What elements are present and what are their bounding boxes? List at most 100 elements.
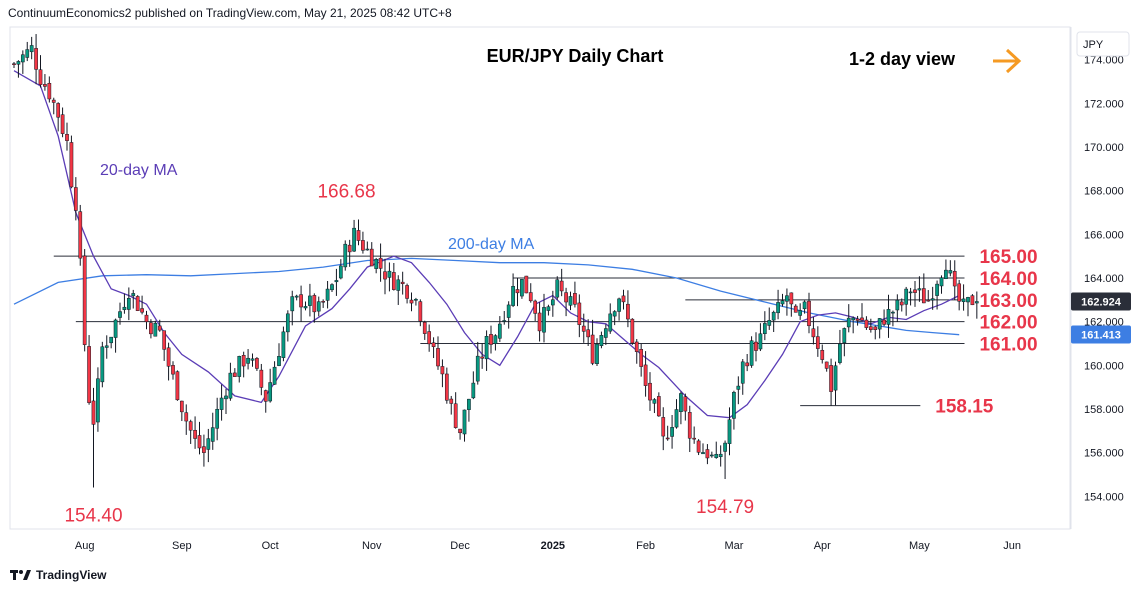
candle-body bbox=[970, 295, 975, 306]
candle bbox=[171, 361, 175, 380]
candle bbox=[842, 327, 847, 357]
candle-body bbox=[162, 330, 167, 350]
price-annotation: 154.79 bbox=[696, 497, 754, 518]
candle-body bbox=[528, 292, 533, 302]
candle bbox=[418, 299, 423, 327]
candle-body bbox=[656, 396, 661, 417]
candle bbox=[502, 310, 507, 325]
level-label: 162.00 bbox=[979, 313, 1037, 334]
price-annotation: 154.40 bbox=[64, 506, 122, 527]
candle bbox=[506, 301, 511, 329]
candle bbox=[241, 351, 246, 378]
candle-body bbox=[60, 114, 65, 134]
candle bbox=[899, 298, 904, 312]
x-tick-label: Aug bbox=[75, 540, 95, 552]
candle-body bbox=[820, 349, 825, 360]
candle bbox=[78, 204, 83, 266]
candle-body bbox=[188, 421, 193, 431]
candle bbox=[886, 294, 891, 338]
candle bbox=[100, 341, 105, 388]
candle bbox=[202, 434, 206, 467]
candle bbox=[723, 440, 727, 480]
candle-body bbox=[20, 54, 25, 63]
candle bbox=[232, 368, 237, 377]
ma-price-tag: 161.413 bbox=[1081, 329, 1121, 341]
candle bbox=[272, 361, 277, 385]
candle-body bbox=[308, 295, 312, 306]
candle-body bbox=[82, 255, 87, 345]
x-tick-label: Mar bbox=[724, 540, 743, 552]
candle bbox=[833, 361, 838, 406]
candle bbox=[930, 286, 935, 310]
candle bbox=[224, 388, 228, 414]
candle bbox=[444, 367, 449, 404]
ma20-line bbox=[13, 70, 960, 419]
candle-body bbox=[595, 343, 599, 365]
candle bbox=[952, 260, 957, 300]
candle-body bbox=[899, 301, 904, 306]
level-label: 161.00 bbox=[979, 334, 1037, 355]
candle bbox=[692, 426, 697, 444]
candle-body bbox=[51, 99, 56, 103]
candle-body bbox=[798, 310, 803, 316]
candle-body bbox=[961, 298, 966, 303]
candle-body bbox=[210, 427, 215, 442]
candle bbox=[285, 310, 290, 342]
candle bbox=[745, 353, 750, 372]
candle bbox=[369, 242, 374, 267]
candle bbox=[308, 283, 312, 317]
candle bbox=[294, 294, 299, 301]
candle-body bbox=[109, 336, 114, 344]
candle-body bbox=[948, 270, 953, 274]
candle-body bbox=[833, 365, 838, 391]
footer-brand[interactable]: TradingView bbox=[10, 568, 106, 582]
candle-body bbox=[135, 296, 140, 311]
candle-body bbox=[524, 275, 529, 294]
candle bbox=[718, 445, 723, 467]
candle-body bbox=[480, 356, 485, 359]
candle bbox=[736, 376, 741, 405]
candle bbox=[727, 407, 732, 456]
candle-body bbox=[444, 373, 449, 401]
candle-body bbox=[224, 395, 228, 400]
candle-body bbox=[776, 302, 780, 314]
candle-body bbox=[118, 311, 122, 318]
candle-body bbox=[387, 270, 392, 278]
candle-body bbox=[321, 300, 326, 303]
candle bbox=[851, 316, 856, 334]
candle bbox=[961, 284, 966, 311]
candle bbox=[104, 335, 109, 359]
y-tick-label: 158.000 bbox=[1084, 404, 1124, 416]
candle bbox=[820, 344, 825, 364]
candle bbox=[656, 392, 661, 417]
candle-body bbox=[586, 329, 591, 338]
candle-body bbox=[38, 69, 43, 85]
candle-body bbox=[290, 296, 295, 312]
candle bbox=[396, 275, 401, 305]
candle-body bbox=[325, 288, 330, 301]
candle bbox=[427, 324, 432, 352]
candle bbox=[255, 357, 259, 371]
candle bbox=[409, 292, 414, 312]
candle-body bbox=[219, 397, 224, 410]
candle-body bbox=[617, 298, 621, 312]
candle-body bbox=[458, 428, 462, 434]
candle-body bbox=[418, 301, 423, 322]
candle bbox=[891, 310, 895, 327]
candle bbox=[73, 177, 78, 221]
candle-body bbox=[882, 319, 886, 325]
candle-body bbox=[215, 408, 220, 429]
candle bbox=[157, 319, 162, 332]
candle-body bbox=[696, 440, 701, 453]
candle bbox=[140, 295, 144, 315]
candle bbox=[974, 291, 979, 319]
candle bbox=[908, 287, 913, 306]
candle bbox=[528, 283, 533, 303]
candle-body bbox=[29, 45, 34, 53]
candle-body bbox=[895, 299, 900, 311]
candle bbox=[493, 334, 498, 351]
candle bbox=[453, 392, 458, 429]
candle bbox=[524, 275, 529, 294]
candle-body bbox=[754, 341, 758, 351]
